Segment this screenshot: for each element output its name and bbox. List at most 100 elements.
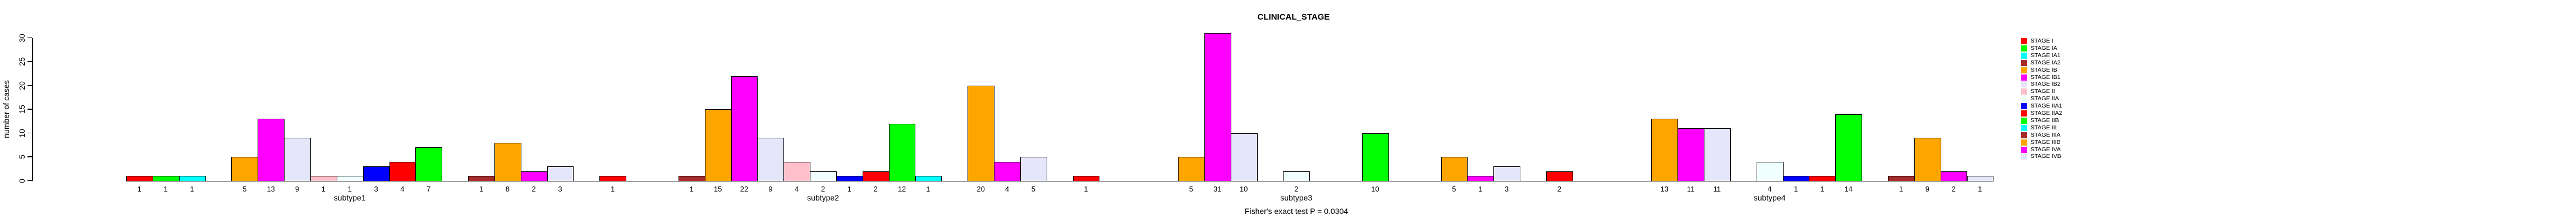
y-tick-label: 30 (17, 33, 26, 43)
legend-label: STAGE IIIB (2030, 138, 2061, 146)
legend-swatch (2021, 52, 2027, 59)
legend-swatch (2021, 59, 2027, 66)
legend-label: STAGE IB (2030, 66, 2057, 73)
y-tick-mark (27, 180, 32, 181)
legend-label: STAGE IA1 (2030, 52, 2061, 59)
bar-subtype1-stage-iiib (494, 142, 521, 181)
bar-subtype2-stage-ib (704, 109, 732, 181)
bar-subtype1-stage-ia1 (178, 176, 206, 181)
legend-label: STAGE IIB (2030, 116, 2059, 124)
y-tick-label: 20 (17, 81, 26, 90)
group-label-subtype4: subtype4 (1753, 193, 1786, 202)
bar-value-label: 3 (558, 184, 562, 193)
y-tick-mark (27, 132, 32, 134)
bar-value-label: 7 (427, 184, 431, 193)
legend-swatch (2021, 74, 2027, 81)
bar-subtype1-stage-iia2 (389, 161, 416, 181)
bar-subtype2-stage-ib2 (757, 138, 785, 181)
bar-value-label: 10 (1371, 184, 1379, 193)
bar-value-label: 31 (1213, 184, 1222, 193)
bar-subtype1-stage-ib (231, 157, 259, 181)
bar-subtype2-stage-iiib (968, 85, 995, 181)
bar-value-label: 1 (1978, 184, 1982, 193)
y-tick-mark (27, 156, 32, 157)
bar-subtype3-stage-iiib (1441, 157, 1468, 181)
legend-swatch (2021, 139, 2027, 146)
bar-value-label: 4 (400, 184, 405, 193)
legend-swatch (2021, 153, 2027, 160)
bar-value-label: 5 (1031, 184, 1035, 193)
bar-value-label: 20 (977, 184, 985, 193)
bar-subtype1-stage-ib2 (284, 138, 311, 181)
bar-subtype2-stage-iia1 (836, 176, 863, 181)
legend-label: STAGE II (2030, 88, 2055, 95)
bar-value-label: 4 (1005, 184, 1010, 193)
bar-subtype2-stage-i (599, 176, 627, 181)
bar-subtype4-stage-iiia (1887, 176, 1915, 181)
group-label-subtype1: subtype1 (333, 193, 366, 202)
bar-subtype4-stage-i (1546, 171, 1573, 181)
bar-subtype2-stage-iva (994, 161, 1021, 181)
y-tick-mark (27, 37, 32, 39)
x-axis-baseline (126, 180, 1993, 181)
bar-value-label: 5 (242, 184, 247, 193)
bar-value-label: 14 (1844, 184, 1853, 193)
bar-subtype1-stage-iib (415, 147, 443, 181)
legend-label: STAGE IA2 (2030, 59, 2061, 66)
bar-value-label: 13 (1660, 184, 1669, 193)
bar-value-label: 22 (740, 184, 749, 193)
bar-subtype1-stage-i (126, 176, 153, 181)
bar-value-label: 1 (347, 184, 352, 193)
bar-value-label: 9 (295, 184, 300, 193)
bar-subtype1-stage-ii (310, 176, 337, 181)
bar-subtype4-stage-iia2 (1809, 176, 1836, 181)
bar-subtype1-stage-ia (152, 176, 180, 181)
bar-subtype1-stage-ivb (547, 166, 574, 181)
legend-label: STAGE IIA (2030, 95, 2059, 102)
bar-subtype2-stage-iia2 (862, 171, 890, 181)
chart-title: CLINICAL_STAGE (1257, 12, 1330, 22)
bar-subtype3-stage-ib1 (1204, 33, 1231, 181)
bar-value-label: 2 (531, 184, 536, 193)
y-tick-label: 5 (17, 155, 26, 159)
bar-value-label: 1 (321, 184, 326, 193)
y-tick-mark (27, 85, 32, 86)
bar-subtype2-stage-ii (783, 161, 811, 181)
bar-value-label: 11 (1713, 184, 1721, 193)
bar-subtype2-stage-iia (810, 171, 837, 181)
bar-subtype3-stage-iib (1362, 133, 1389, 181)
legend-swatch (2021, 117, 2027, 124)
y-tick-label: 15 (17, 105, 26, 114)
group-label-subtype3: subtype3 (1280, 193, 1313, 202)
bar-subtype4-stage-ib1 (1677, 128, 1704, 181)
bar-value-label: 1 (1478, 184, 1483, 193)
bar-value-label: 2 (1294, 184, 1299, 193)
bar-value-label: 3 (374, 184, 378, 193)
y-tick-mark (27, 61, 32, 62)
legend-label: STAGE IVB (2030, 153, 2061, 160)
bar-value-label: 8 (505, 184, 510, 193)
legend-label: STAGE IIA1 (2030, 102, 2062, 110)
legend-label: STAGE IIA2 (2030, 110, 2062, 116)
legend-label: STAGE IB1 (2030, 73, 2061, 81)
legend-swatch (2021, 96, 2027, 102)
bar-value-label: 4 (1767, 184, 1772, 193)
bar-value-label: 1 (479, 184, 484, 193)
bar-value-label: 2 (1951, 184, 1956, 193)
bar-subtype1-stage-iia1 (363, 166, 390, 181)
bar-subtype2-stage-ivb (1020, 157, 1047, 181)
legend-swatch (2021, 45, 2027, 52)
bar-value-label: 5 (1452, 184, 1456, 193)
bar-subtype1-stage-iva (520, 171, 548, 181)
y-axis-line (32, 38, 33, 181)
bar-value-label: 1 (163, 184, 168, 193)
legend-swatch (2021, 132, 2027, 138)
bar-value-label: 15 (713, 184, 722, 193)
bar-subtype4-stage-ivb (1967, 176, 1994, 181)
legend-swatch (2021, 103, 2027, 110)
y-tick-label: 0 (17, 178, 26, 183)
bar-value-label: 13 (267, 184, 275, 193)
legend-label: STAGE IA (2030, 44, 2057, 52)
bar-value-label: 1 (1084, 184, 1088, 193)
